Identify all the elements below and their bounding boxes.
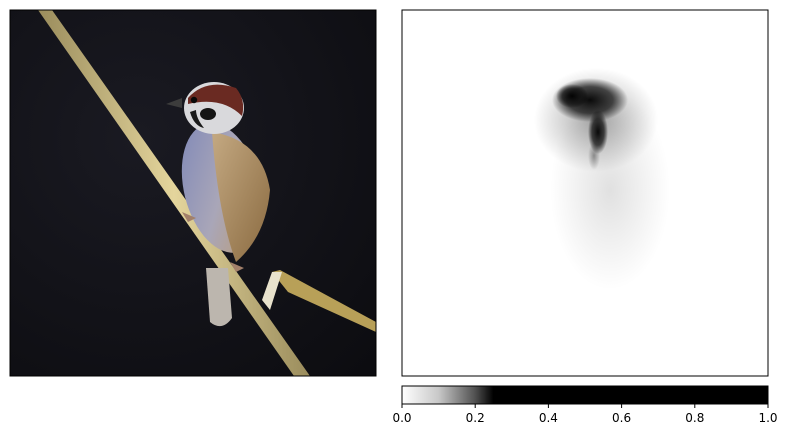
colorbar: 0.0 0.2 0.4 0.6 0.8 1.0: [392, 385, 778, 425]
colorbar-ticks: 0.0 0.2 0.4 0.6 0.8 1.0: [392, 404, 778, 425]
heatmap-breast-streak: [588, 142, 600, 170]
bird-foot: [182, 212, 196, 222]
heatmap-eye-hotspot: [556, 84, 588, 108]
colorbar-tick-label: 0.6: [612, 411, 631, 425]
colorbar-tick-label: 0.4: [539, 411, 558, 425]
bird-wing: [212, 132, 270, 262]
colorbar-tick-label: 0.8: [685, 411, 704, 425]
input-image-frame: [9, 9, 377, 377]
bird-eye: [190, 96, 198, 104]
bird-beak: [166, 98, 182, 108]
input-image-panel: [10, 10, 376, 376]
heatmap-panel: [402, 10, 768, 376]
bird-crown: [188, 84, 244, 116]
reed-stem: [38, 10, 310, 376]
colorbar-gradient: [401, 385, 769, 405]
colorbar-tick-label: 0.0: [392, 411, 411, 425]
bird-cheek-patch: [200, 108, 216, 120]
bird-tail: [206, 268, 232, 327]
broken-reed-leaf-light: [262, 272, 282, 310]
bird-foot: [230, 262, 244, 272]
bird-bib: [190, 110, 204, 128]
colorbar-tick-label: 1.0: [758, 411, 777, 425]
colorbar-tick-label: 0.2: [466, 411, 485, 425]
heatmap-frame: [401, 9, 769, 377]
broken-reed-leaf: [272, 270, 376, 332]
